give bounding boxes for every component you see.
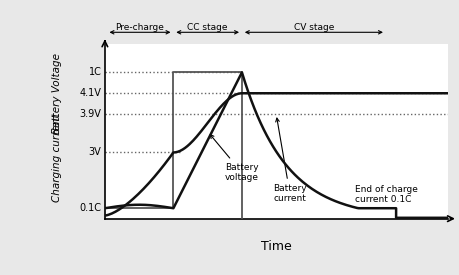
Text: 3V: 3V xyxy=(89,147,101,158)
Text: Battery
voltage: Battery voltage xyxy=(210,135,259,182)
Text: End of charge
current 0.1C: End of charge current 0.1C xyxy=(355,185,418,204)
Text: Time: Time xyxy=(261,240,291,252)
Text: 0.1C: 0.1C xyxy=(79,203,101,213)
Text: 4.1V: 4.1V xyxy=(79,88,101,98)
Text: CV stage: CV stage xyxy=(294,23,334,32)
Text: Battery
current: Battery current xyxy=(273,118,307,203)
Text: 1C: 1C xyxy=(89,67,101,77)
Text: CC stage: CC stage xyxy=(187,23,228,32)
Text: Pre-charge: Pre-charge xyxy=(115,23,163,32)
Text: Battery Voltage: Battery Voltage xyxy=(52,53,62,134)
Text: Charging current: Charging current xyxy=(52,114,62,202)
Text: 3.9V: 3.9V xyxy=(79,109,101,119)
